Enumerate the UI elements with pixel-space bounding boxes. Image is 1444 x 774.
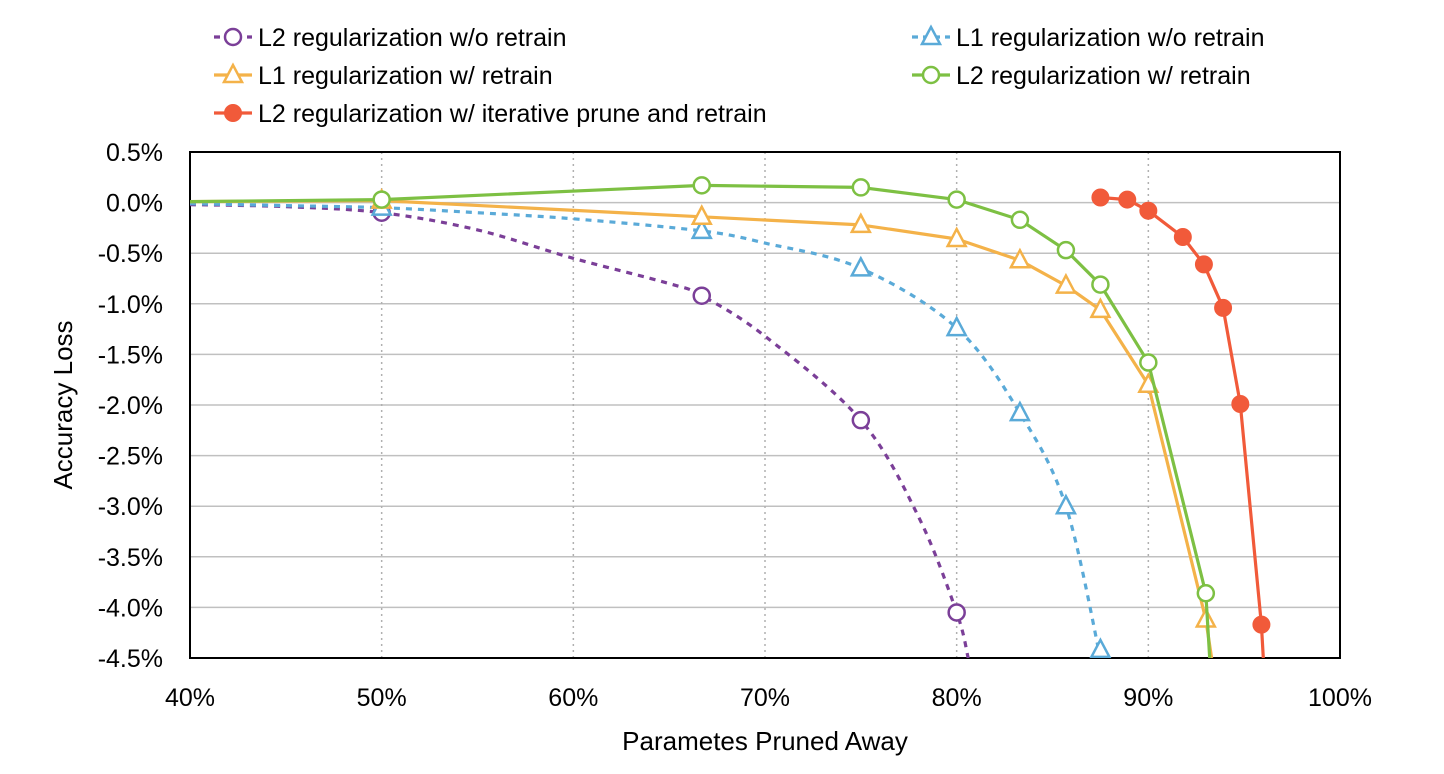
series-1 <box>190 194 1112 658</box>
legend-label-3: L2 regularization w/ retrain <box>956 62 1251 90</box>
series-4-point-6 <box>1231 394 1250 413</box>
y-tick-label-3: -1.0% <box>98 291 163 319</box>
series-4-point-2 <box>1139 201 1158 220</box>
series-1-point-6 <box>1089 637 1112 658</box>
series-2-point-2 <box>849 212 872 234</box>
series-line-4 <box>1100 195 1265 658</box>
series-3-point-0 <box>372 190 391 209</box>
x-tick-label-5: 90% <box>1123 684 1173 712</box>
series-0-point-2 <box>851 410 871 430</box>
grid <box>189 151 1341 659</box>
y-axis-title: Accuracy Loss <box>48 320 78 489</box>
y-axis-tick-labels: 0.5% 0.0% -0.5% -1.0% -1.5% -2.0% -2.5% -3.0% -3… <box>98 139 163 673</box>
series-1-point-2 <box>849 255 872 277</box>
y-tick-label-9: -4.0% <box>98 594 163 622</box>
y-tick-label-6: -2.5% <box>98 443 163 471</box>
x-tick-label-4: 80% <box>932 684 982 712</box>
legend-item-4: L2 regularization w/ iterative prune and… <box>214 100 767 128</box>
series-4-point-7 <box>1252 615 1271 634</box>
series-3-point-8 <box>1196 583 1216 603</box>
legend: L2 regularization w/o retrain L1 regulari… <box>214 24 1265 128</box>
series-1-point-4 <box>1008 400 1031 422</box>
series-0 <box>190 203 970 658</box>
series-4-point-0 <box>1091 188 1110 207</box>
legend-label-4: L2 regularization w/ iterative prune and… <box>258 100 767 128</box>
series-line-0 <box>190 203 970 658</box>
series-1-point-3 <box>945 315 968 337</box>
y-tick-label-10: -4.5% <box>98 645 163 673</box>
series-4 <box>1091 188 1271 658</box>
series-2 <box>190 187 1217 658</box>
series-3-point-2 <box>851 178 871 197</box>
y-tick-label-5: -2.0% <box>98 392 163 420</box>
series-1-point-1 <box>690 218 713 240</box>
legend-swatch-marker-2 <box>221 62 245 84</box>
series-line-2 <box>190 199 1214 658</box>
series-3-point-7 <box>1139 353 1158 372</box>
x-tick-label-2: 60% <box>548 684 598 712</box>
legend-label-1: L1 regularization w/o retrain <box>956 24 1265 52</box>
legend-item-0: L2 regularization w/o retrain <box>214 24 567 52</box>
x-tick-label-3: 70% <box>740 684 790 712</box>
series-3-point-6 <box>1091 275 1110 294</box>
series-0-point-3 <box>947 603 966 622</box>
legend-label-0: L2 regularization w/o retrain <box>258 24 567 52</box>
series-2-point-3 <box>945 226 968 248</box>
series-2-point-6 <box>1089 297 1112 319</box>
legend-swatch-marker-0 <box>223 27 243 47</box>
series-layer <box>190 176 1271 658</box>
y-tick-label-4: -1.5% <box>98 341 163 369</box>
legend-item-1: L1 regularization w/o retrain <box>912 24 1265 52</box>
legend-swatch-marker-4 <box>224 104 242 122</box>
series-2-point-5 <box>1054 272 1077 294</box>
x-tick-label-1: 50% <box>357 684 407 712</box>
y-tick-label-0: 0.5% <box>106 139 163 167</box>
legend-swatch-marker-3 <box>921 65 941 85</box>
x-tick-label-6: 100% <box>1308 684 1372 712</box>
series-4-point-3 <box>1173 228 1192 247</box>
series-2-point-1 <box>690 204 713 226</box>
series-line-3 <box>190 183 1212 658</box>
series-1-point-5 <box>1054 493 1077 515</box>
series-3-point-3 <box>947 190 966 209</box>
x-axis-title: Parametes Pruned Away <box>622 726 908 756</box>
plot-frame <box>189 151 1341 659</box>
x-tick-label-0: 40% <box>165 684 215 712</box>
y-tick-label-2: -0.5% <box>98 240 163 268</box>
y-tick-label-7: -3.0% <box>98 493 163 521</box>
series-2-point-4 <box>1008 247 1031 269</box>
legend-label-2: L1 regularization w/ retrain <box>258 62 553 90</box>
series-0-point-1 <box>692 286 711 305</box>
legend-item-3: L2 regularization w/ retrain <box>912 62 1251 90</box>
legend-item-2: L1 regularization w/ retrain <box>214 62 553 90</box>
series-3-point-4 <box>1010 210 1030 230</box>
y-tick-label-8: -3.5% <box>98 544 163 572</box>
series-3 <box>190 176 1216 658</box>
series-4-point-4 <box>1194 255 1213 274</box>
y-tick-label-1: 0.0% <box>106 190 163 218</box>
legend-swatch-marker-1 <box>919 24 943 46</box>
series-3-point-1 <box>692 176 711 195</box>
series-3-point-5 <box>1056 240 1076 260</box>
series-4-point-5 <box>1214 298 1233 317</box>
x-axis-tick-labels: 40% 50% 60% 70% 80% 90% 100% <box>165 684 1372 712</box>
series-4-point-1 <box>1118 190 1137 209</box>
series-line-1 <box>190 202 1102 658</box>
